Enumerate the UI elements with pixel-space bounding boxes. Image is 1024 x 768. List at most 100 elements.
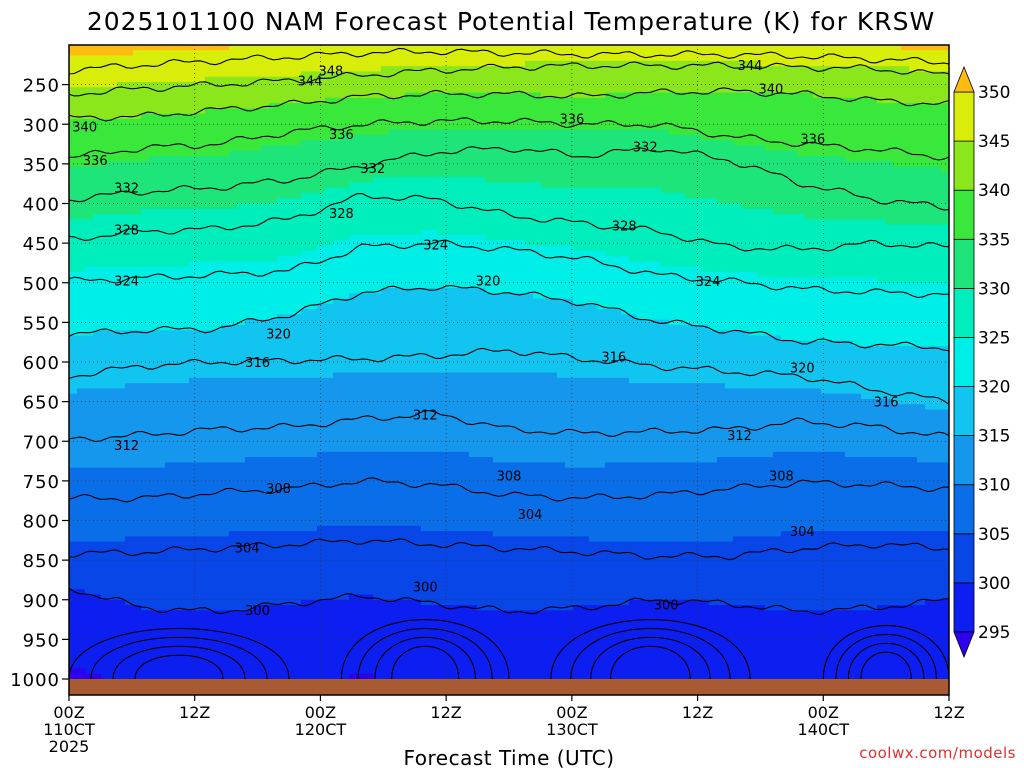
fill-cell	[221, 192, 230, 199]
fill-cell	[157, 235, 166, 242]
fill-cell	[309, 383, 318, 390]
fill-cell	[181, 594, 190, 601]
fill-cell	[285, 435, 294, 442]
fill-cell	[165, 610, 174, 617]
fill-cell	[189, 509, 198, 516]
fill-cell	[125, 536, 134, 543]
fill-cell	[197, 620, 206, 627]
fill-cell	[341, 631, 350, 638]
fill-cell	[365, 583, 374, 590]
fill-cell	[125, 177, 134, 183]
fill-cell	[181, 467, 190, 474]
fill-cell	[373, 583, 382, 590]
fill-cell	[133, 446, 142, 453]
fill-cell	[157, 92, 166, 99]
fill-cell	[245, 155, 254, 162]
fill-cell	[325, 409, 334, 416]
fill-cell	[93, 55, 102, 62]
fill-cell	[165, 124, 174, 131]
fill-cell	[141, 562, 150, 569]
fill-cell	[141, 50, 150, 57]
fill-cell	[309, 541, 318, 548]
fill-cell	[261, 192, 270, 199]
fill-cell	[69, 298, 78, 305]
fill-cell	[269, 251, 278, 257]
fill-cell	[181, 409, 190, 416]
fill-cell	[389, 50, 398, 57]
fill-cell	[221, 652, 230, 659]
fill-cell	[309, 657, 318, 664]
fill-cell	[373, 293, 382, 300]
fill-cell	[349, 103, 358, 109]
fill-cell	[85, 288, 94, 294]
fill-cell	[397, 198, 406, 205]
fill-cell	[245, 118, 254, 125]
fill-cell	[253, 293, 262, 300]
fill-cell	[245, 245, 254, 252]
fill-cell	[381, 219, 390, 226]
fill-cell	[181, 620, 190, 627]
fill-cell	[269, 673, 278, 679]
fill-cell	[245, 599, 254, 606]
fill-cell	[77, 66, 86, 73]
fill-cell	[325, 108, 334, 115]
fill-cell	[69, 409, 78, 416]
fill-cell	[381, 129, 390, 136]
fill-cell	[365, 229, 374, 236]
fill-cell	[381, 214, 390, 220]
fill-cell	[277, 177, 286, 183]
fill-cell	[69, 124, 78, 131]
fill-cell	[277, 499, 286, 506]
fill-cell	[141, 420, 150, 426]
fill-cell	[293, 515, 302, 522]
fill-cell	[333, 340, 342, 347]
fill-cell	[189, 525, 198, 532]
fill-cell	[149, 663, 158, 670]
fill-cell	[133, 325, 142, 331]
fill-cell	[205, 256, 214, 263]
fill-cell	[181, 145, 190, 152]
fill-cell	[349, 562, 358, 569]
fill-cell	[317, 562, 326, 569]
fill-cell	[269, 325, 278, 331]
fill-cell	[157, 182, 166, 189]
fill-cell	[109, 245, 118, 252]
fill-cell	[349, 45, 358, 51]
fill-cell	[165, 663, 174, 670]
fill-cell	[93, 615, 102, 622]
fill-cell	[261, 362, 270, 368]
fill-cell	[301, 488, 310, 495]
fill-cell	[365, 626, 374, 633]
fill-cell	[341, 367, 350, 374]
fill-cell	[317, 541, 326, 548]
fill-cell	[125, 546, 134, 553]
fill-cell	[237, 282, 246, 289]
fill-cell	[237, 546, 246, 553]
fill-cell	[301, 504, 310, 511]
fill-cell	[381, 562, 390, 569]
fill-cell	[149, 668, 158, 675]
fill-cell	[317, 573, 326, 580]
fill-cell	[245, 657, 254, 664]
fill-cell	[181, 245, 190, 252]
fill-cell	[93, 573, 102, 580]
fill-cell	[133, 573, 142, 580]
fill-cell	[157, 50, 166, 57]
fill-cell	[165, 140, 174, 146]
fill-cell	[389, 150, 398, 157]
fill-cell	[221, 219, 230, 226]
fill-cell	[397, 340, 406, 347]
fill-cell	[69, 404, 78, 411]
fill-cell	[309, 76, 318, 83]
fill-cell	[125, 446, 134, 453]
fill-cell	[381, 113, 390, 120]
fill-cell	[221, 50, 230, 57]
fill-cell	[253, 552, 262, 559]
fill-cell	[389, 578, 398, 585]
fill-cell	[277, 472, 286, 479]
fill-cell	[237, 214, 246, 220]
fill-cell	[213, 346, 222, 353]
fill-cell	[213, 515, 222, 522]
fill-cell	[253, 356, 262, 363]
fill-cell	[157, 552, 166, 559]
